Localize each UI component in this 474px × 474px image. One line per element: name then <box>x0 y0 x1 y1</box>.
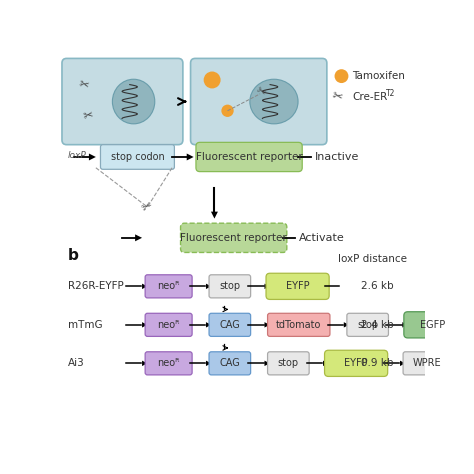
Polygon shape <box>211 212 218 219</box>
Text: ✂: ✂ <box>254 86 267 99</box>
Text: Fluorescent reporter: Fluorescent reporter <box>196 152 302 162</box>
FancyBboxPatch shape <box>191 58 327 145</box>
Text: ✂: ✂ <box>82 108 94 123</box>
Text: tdTomato: tdTomato <box>276 320 321 330</box>
Text: ✂: ✂ <box>330 89 344 105</box>
Text: ✂: ✂ <box>140 199 155 215</box>
FancyBboxPatch shape <box>267 313 330 337</box>
Polygon shape <box>344 322 349 328</box>
Text: neoᴿ: neoᴿ <box>157 358 180 368</box>
Text: EYFP: EYFP <box>344 358 368 368</box>
FancyBboxPatch shape <box>404 312 462 338</box>
Polygon shape <box>206 361 211 366</box>
Text: 2.4 kb: 2.4 kb <box>361 320 393 330</box>
FancyBboxPatch shape <box>196 142 302 172</box>
Text: Ai3: Ai3 <box>68 358 85 368</box>
Polygon shape <box>402 322 408 328</box>
Text: loxP distance: loxP distance <box>337 254 407 264</box>
Text: stop codon: stop codon <box>110 152 164 162</box>
Text: R26R-EYFP: R26R-EYFP <box>68 282 124 292</box>
FancyBboxPatch shape <box>325 350 388 376</box>
Polygon shape <box>206 283 211 289</box>
Text: CAG: CAG <box>219 320 240 330</box>
Polygon shape <box>264 322 270 328</box>
Text: EYFP: EYFP <box>286 282 310 292</box>
FancyBboxPatch shape <box>209 275 251 298</box>
Text: b: b <box>68 248 79 263</box>
FancyBboxPatch shape <box>209 313 251 337</box>
Text: Fluorescent reporter: Fluorescent reporter <box>180 233 287 243</box>
Text: Activate: Activate <box>299 233 345 243</box>
Polygon shape <box>142 322 147 328</box>
Text: Tamoxifen: Tamoxifen <box>352 71 405 81</box>
FancyBboxPatch shape <box>145 275 192 298</box>
FancyBboxPatch shape <box>145 352 192 375</box>
Text: mTmG: mTmG <box>68 320 103 330</box>
Text: Inactive: Inactive <box>315 152 359 162</box>
Text: neoᴿ: neoᴿ <box>157 282 180 292</box>
Polygon shape <box>135 234 142 241</box>
FancyBboxPatch shape <box>347 313 389 337</box>
Circle shape <box>221 105 234 117</box>
FancyBboxPatch shape <box>145 313 192 337</box>
Circle shape <box>335 69 348 83</box>
Text: EGFP: EGFP <box>420 320 446 330</box>
Circle shape <box>204 72 220 89</box>
Text: stop: stop <box>219 282 240 292</box>
Polygon shape <box>142 361 147 366</box>
FancyBboxPatch shape <box>62 58 183 145</box>
FancyBboxPatch shape <box>100 145 174 169</box>
Polygon shape <box>89 154 96 160</box>
Text: WPRE: WPRE <box>412 358 441 368</box>
Polygon shape <box>206 322 211 328</box>
Text: CAG: CAG <box>219 358 240 368</box>
Ellipse shape <box>112 79 155 124</box>
Ellipse shape <box>250 79 298 124</box>
FancyBboxPatch shape <box>181 223 287 253</box>
Polygon shape <box>187 154 194 160</box>
FancyBboxPatch shape <box>267 352 309 375</box>
Polygon shape <box>264 361 270 366</box>
Text: 0.9 kb: 0.9 kb <box>361 358 393 368</box>
FancyBboxPatch shape <box>209 352 251 375</box>
Text: neoᴿ: neoᴿ <box>157 320 180 330</box>
Text: T2: T2 <box>386 89 395 98</box>
Text: ✂: ✂ <box>77 77 90 92</box>
Text: stop: stop <box>357 320 378 330</box>
Polygon shape <box>400 361 405 366</box>
Text: Cre-ER: Cre-ER <box>352 92 388 102</box>
FancyBboxPatch shape <box>403 352 450 375</box>
Text: stop: stop <box>278 358 299 368</box>
Text: 2.6 kb: 2.6 kb <box>361 282 393 292</box>
Text: loxP: loxP <box>68 151 87 160</box>
Polygon shape <box>142 283 147 289</box>
Polygon shape <box>323 361 328 366</box>
Polygon shape <box>264 283 270 289</box>
FancyBboxPatch shape <box>266 273 329 300</box>
